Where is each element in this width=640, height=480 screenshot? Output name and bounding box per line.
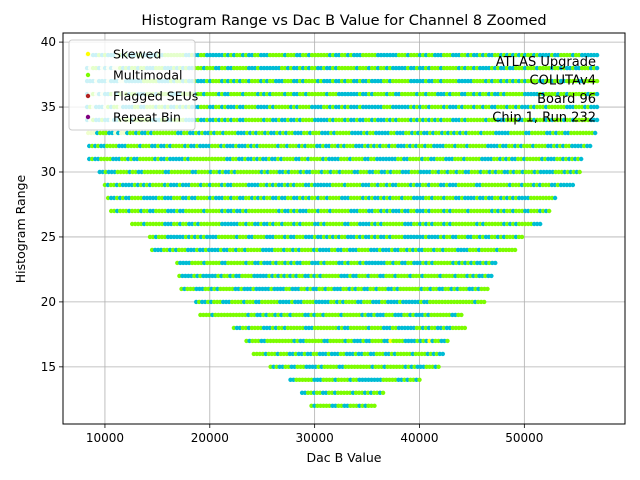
data-point [485, 286, 490, 292]
data-point [380, 390, 386, 395]
legend-marker [85, 72, 91, 78]
y-ticks: 15 20 25 30 35 40 [41, 35, 63, 374]
y-tick-label: 25 [41, 230, 56, 244]
data-point [440, 351, 445, 357]
data-point [552, 195, 558, 201]
y-tick-label: 20 [41, 295, 56, 309]
annotation-line: Board 96 [537, 92, 596, 107]
data-point [417, 377, 422, 382]
data-points [84, 52, 600, 408]
data-point [462, 325, 468, 331]
data-point [594, 117, 600, 123]
data-point [482, 299, 487, 305]
data-point [445, 338, 450, 344]
data-point [493, 260, 498, 266]
data-point [594, 52, 600, 58]
annotation-line: ATLAS Upgrade [496, 55, 596, 70]
y-axis-label: Histogram Range [13, 174, 28, 283]
data-point [594, 91, 600, 97]
y-tick-label: 35 [41, 100, 56, 114]
x-tick-label: 50000 [505, 431, 543, 445]
data-point [579, 156, 584, 162]
data-point [538, 221, 543, 227]
legend-box [68, 39, 196, 131]
x-tick-label: 30000 [296, 431, 334, 445]
data-point [577, 169, 582, 175]
x-ticks: 10000 20000 30000 40000 50000 [86, 424, 543, 445]
legend-label: Skewed [113, 47, 161, 62]
plot-frame [62, 32, 626, 425]
legend-label: Repeat Bin [113, 110, 181, 125]
legend-label: Flagged SEUs [113, 89, 198, 104]
data-point [593, 130, 598, 136]
chart-title: Histogram Range vs Dac B Value for Chann… [141, 13, 546, 29]
y-tick-label: 15 [41, 360, 56, 374]
legend-marker [85, 51, 91, 57]
data-point [594, 104, 600, 110]
annotation-text: ATLAS Upgrade COLUTAv4 Board 96 Chip 1, Run… [492, 55, 596, 126]
data-point [512, 247, 518, 253]
y-tick-label: 40 [41, 35, 56, 49]
y-tick-label: 30 [41, 165, 56, 179]
legend-marker [85, 93, 91, 99]
data-point [519, 234, 525, 240]
annotation-line: Chip 1, Run 232 [492, 111, 596, 126]
data-point [372, 403, 377, 408]
data-point [436, 364, 441, 369]
x-axis-label: Dac B Value [306, 450, 381, 465]
data-point [588, 143, 593, 149]
data-point [459, 312, 464, 318]
legend: Skewed Multimodal Flagged SEUs Repeat Bin [68, 39, 198, 131]
x-tick-label: 10000 [86, 431, 124, 445]
x-tick-label: 40000 [400, 431, 438, 445]
data-point [570, 182, 576, 188]
x-tick-label: 20000 [191, 431, 229, 445]
data-point [594, 65, 600, 71]
legend-marker [85, 114, 91, 120]
data-point [594, 78, 600, 84]
legend-label: Multimodal [113, 68, 182, 83]
data-point [547, 208, 552, 214]
annotation-line: COLUTAv4 [530, 74, 596, 89]
data-point [489, 273, 494, 279]
